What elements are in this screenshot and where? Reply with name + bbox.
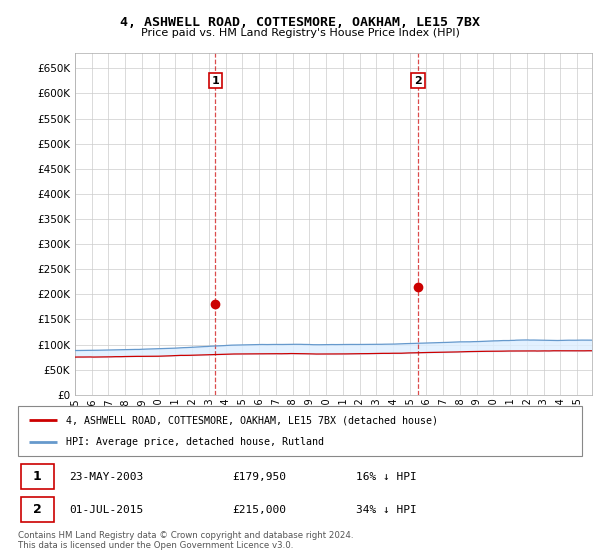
Text: 01-JUL-2015: 01-JUL-2015 <box>69 505 143 515</box>
Text: 16% ↓ HPI: 16% ↓ HPI <box>356 472 417 482</box>
Text: 2: 2 <box>33 503 41 516</box>
FancyBboxPatch shape <box>18 406 582 456</box>
Text: HPI: Average price, detached house, Rutland: HPI: Average price, detached house, Rutl… <box>66 437 324 447</box>
FancyBboxPatch shape <box>21 497 53 522</box>
Text: Contains HM Land Registry data © Crown copyright and database right 2024.
This d: Contains HM Land Registry data © Crown c… <box>18 531 353 550</box>
Text: 2: 2 <box>414 76 422 86</box>
Text: 4, ASHWELL ROAD, COTTESMORE, OAKHAM, LE15 7BX (detached house): 4, ASHWELL ROAD, COTTESMORE, OAKHAM, LE1… <box>66 415 438 425</box>
Text: 1: 1 <box>33 470 41 483</box>
Text: Price paid vs. HM Land Registry's House Price Index (HPI): Price paid vs. HM Land Registry's House … <box>140 28 460 38</box>
FancyBboxPatch shape <box>21 464 53 489</box>
Text: £179,950: £179,950 <box>232 472 286 482</box>
Text: 4, ASHWELL ROAD, COTTESMORE, OAKHAM, LE15 7BX: 4, ASHWELL ROAD, COTTESMORE, OAKHAM, LE1… <box>120 16 480 29</box>
Text: £215,000: £215,000 <box>232 505 286 515</box>
Text: 1: 1 <box>211 76 219 86</box>
Text: 34% ↓ HPI: 34% ↓ HPI <box>356 505 417 515</box>
Text: 23-MAY-2003: 23-MAY-2003 <box>69 472 143 482</box>
